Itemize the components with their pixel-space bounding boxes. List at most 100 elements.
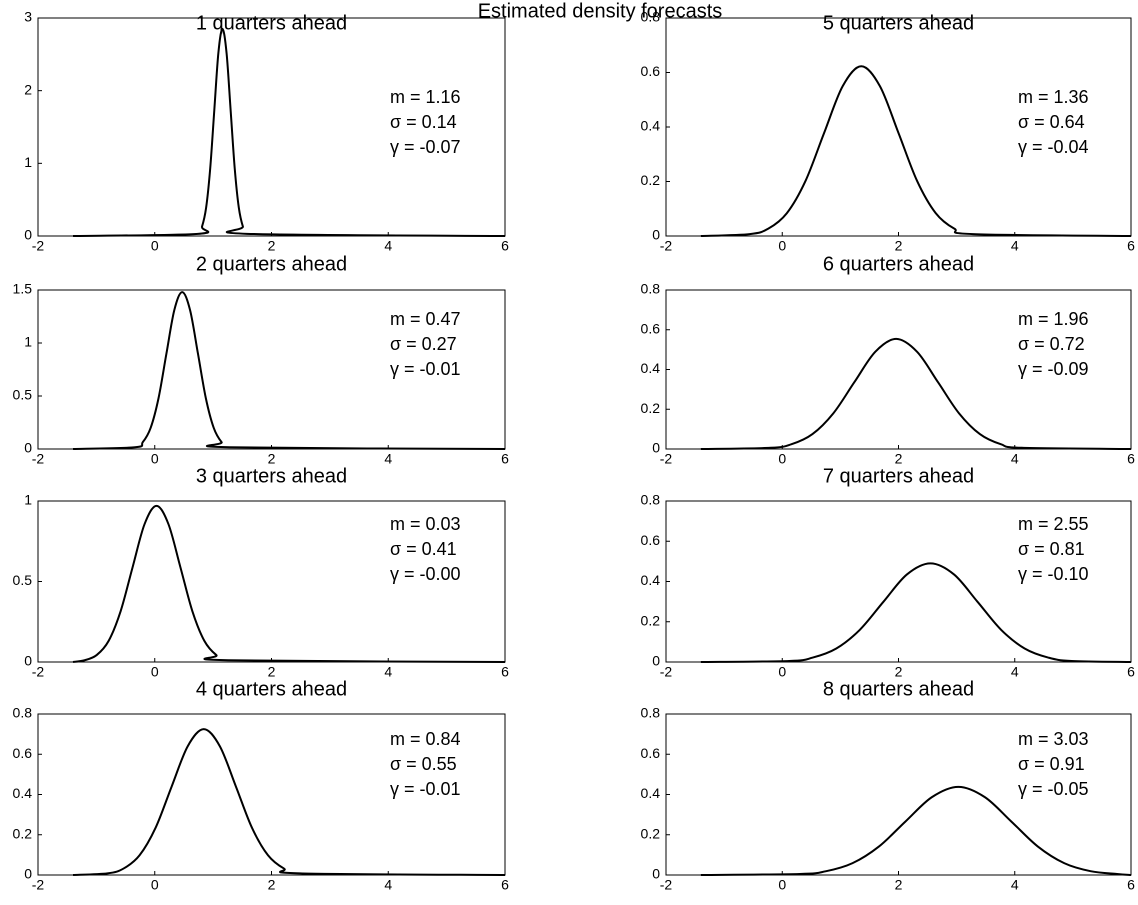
x-tick-label: 4 — [384, 238, 392, 254]
x-tick-label: 0 — [151, 664, 159, 680]
subplot-title: 4 quarters ahead — [196, 678, 347, 700]
x-tick-label: -2 — [660, 451, 673, 467]
annotation: γ = -0.00 — [390, 564, 461, 584]
x-tick-label: -2 — [32, 451, 45, 467]
y-tick-label: 1 — [24, 334, 32, 350]
y-tick-label: 0 — [652, 653, 660, 669]
x-tick-label: 2 — [895, 451, 903, 467]
figure-title: Estimated density forecasts — [478, 0, 723, 22]
x-tick-label: 6 — [1127, 238, 1135, 254]
annotation: m = 1.16 — [390, 87, 461, 107]
y-tick-label: 0.6 — [641, 63, 661, 79]
x-tick-label: 6 — [501, 664, 509, 680]
subplot-title: 6 quarters ahead — [823, 253, 974, 275]
x-tick-label: 2 — [895, 877, 903, 893]
x-tick-label: 0 — [778, 238, 786, 254]
y-tick-label: 2 — [24, 81, 32, 97]
x-tick-label: 4 — [1011, 664, 1019, 680]
y-tick-label: 0.6 — [641, 320, 661, 336]
density-line — [72, 291, 506, 450]
x-tick-label: 2 — [268, 877, 276, 893]
x-tick-label: -2 — [660, 664, 673, 680]
x-tick-label: 2 — [268, 451, 276, 467]
y-tick-label: 0.4 — [641, 360, 661, 376]
x-tick-label: 2 — [268, 664, 276, 680]
y-tick-label: 0.8 — [641, 281, 661, 297]
density-line — [73, 27, 506, 237]
annotation: γ = -0.05 — [1018, 779, 1089, 799]
x-tick-label: -2 — [660, 877, 673, 893]
annotation: m = 1.36 — [1018, 87, 1089, 107]
annotation: σ = 0.14 — [390, 112, 457, 132]
y-tick-label: 0.2 — [641, 172, 661, 188]
density-line — [700, 785, 1132, 876]
annotation: σ = 0.64 — [1018, 112, 1085, 132]
annotation: σ = 0.91 — [1018, 754, 1085, 774]
y-tick-label: 1 — [24, 492, 32, 508]
subplot-title: 3 quarters ahead — [196, 465, 347, 487]
y-tick-label: 0.6 — [13, 745, 33, 761]
annotation: σ = 0.81 — [1018, 539, 1085, 559]
annotation: σ = 0.72 — [1018, 334, 1085, 354]
y-tick-label: 0.8 — [13, 705, 33, 721]
x-tick-label: 4 — [384, 451, 392, 467]
annotation: γ = -0.01 — [390, 359, 461, 379]
x-tick-label: -2 — [32, 238, 45, 254]
y-tick-label: 0.6 — [641, 745, 661, 761]
annotation: σ = 0.41 — [390, 539, 457, 559]
y-tick-label: 0.2 — [641, 825, 661, 841]
y-tick-label: 0 — [24, 227, 32, 243]
annotation: m = 3.03 — [1018, 729, 1089, 749]
density-line — [72, 504, 506, 663]
y-tick-label: 3 — [24, 9, 32, 25]
x-tick-label: 6 — [1127, 451, 1135, 467]
x-tick-label: 0 — [778, 664, 786, 680]
annotation: γ = -0.07 — [390, 137, 461, 157]
annotation: γ = -0.09 — [1018, 359, 1089, 379]
y-tick-label: 0.5 — [13, 387, 33, 403]
y-tick-label: 0.5 — [13, 572, 33, 588]
density-line — [72, 728, 506, 876]
subplot-title: 5 quarters ahead — [823, 12, 974, 34]
x-tick-label: 6 — [1127, 664, 1135, 680]
annotation: σ = 0.55 — [390, 754, 457, 774]
x-tick-label: 4 — [1011, 877, 1019, 893]
y-tick-label: 0 — [24, 653, 32, 669]
annotation: m = 0.47 — [390, 309, 461, 329]
y-tick-label: 0.2 — [13, 825, 33, 841]
y-tick-label: 0.8 — [641, 492, 661, 508]
x-tick-label: 2 — [268, 238, 276, 254]
annotation: m = 2.55 — [1018, 514, 1089, 534]
y-tick-label: 0.8 — [641, 9, 661, 25]
density-line — [700, 337, 1132, 450]
x-tick-label: 0 — [151, 451, 159, 467]
y-tick-label: 0.4 — [13, 785, 33, 801]
annotation: σ = 0.27 — [390, 334, 457, 354]
y-tick-label: 0 — [652, 227, 660, 243]
y-tick-label: 0.4 — [641, 118, 661, 134]
x-tick-label: 0 — [151, 238, 159, 254]
y-tick-label: 1 — [24, 154, 32, 170]
y-tick-label: 0.6 — [641, 532, 661, 548]
x-tick-label: -2 — [32, 877, 45, 893]
y-tick-label: 0.4 — [641, 572, 661, 588]
y-tick-label: 0 — [24, 866, 32, 882]
x-tick-label: 6 — [501, 877, 509, 893]
y-tick-label: 1.5 — [13, 281, 33, 297]
y-tick-label: 0.2 — [641, 612, 661, 628]
x-tick-label: -2 — [660, 238, 673, 254]
annotation: γ = -0.01 — [390, 779, 461, 799]
y-tick-label: 0.8 — [641, 705, 661, 721]
x-tick-label: 4 — [1011, 238, 1019, 254]
x-tick-label: 4 — [1011, 451, 1019, 467]
x-tick-label: 0 — [778, 877, 786, 893]
density-line — [700, 562, 1132, 663]
x-tick-label: 6 — [1127, 877, 1135, 893]
x-tick-label: 6 — [501, 451, 509, 467]
subplot-title: 2 quarters ahead — [196, 253, 347, 275]
annotation: γ = -0.04 — [1018, 137, 1089, 157]
x-tick-label: 2 — [895, 238, 903, 254]
subplot-title: 8 quarters ahead — [823, 678, 974, 700]
y-tick-label: 0.4 — [641, 785, 661, 801]
